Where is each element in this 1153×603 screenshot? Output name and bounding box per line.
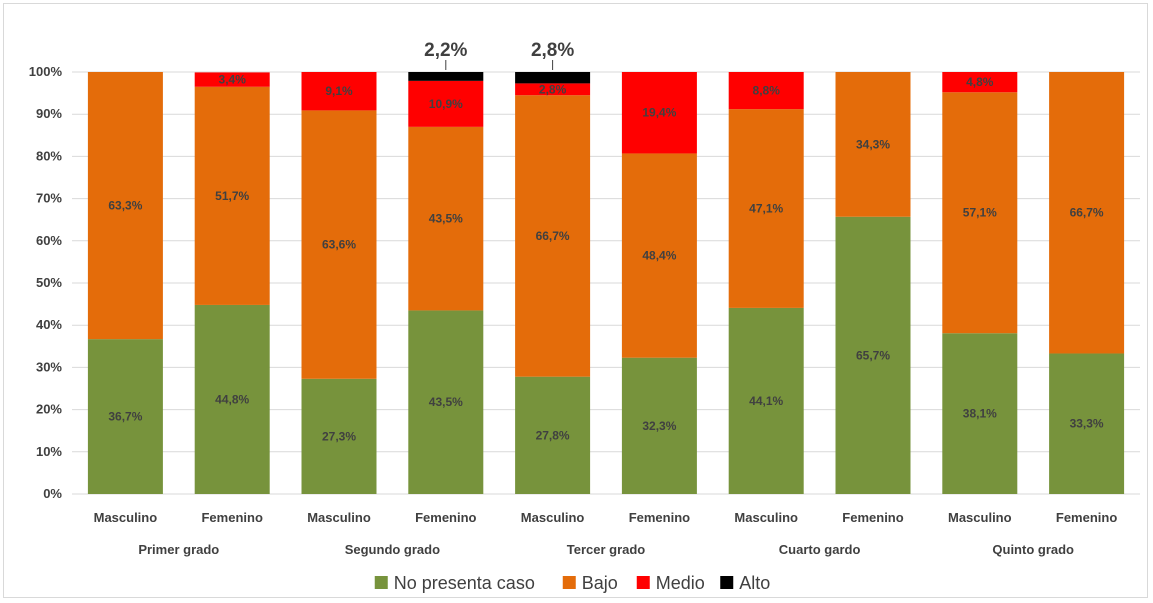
- y-tick-label: 0%: [43, 486, 62, 501]
- bar-segment: [1049, 72, 1125, 354]
- bar-segment: [87, 339, 163, 494]
- callout-label: 2,8%: [531, 40, 574, 61]
- y-tick-label: 30%: [36, 359, 62, 374]
- bar-segment: [301, 72, 377, 111]
- chart-frame: [3, 3, 1148, 598]
- data-label: 47,1%: [749, 202, 783, 216]
- x-category-label: Femenino: [415, 510, 476, 525]
- data-label: 63,6%: [322, 238, 356, 252]
- bar-segment: [621, 357, 697, 494]
- bar-segment: [408, 310, 484, 494]
- data-label: 48,4%: [642, 249, 676, 263]
- bar-segment: [621, 153, 697, 358]
- data-label: 33,3%: [1070, 417, 1104, 431]
- bar-segment: [728, 109, 804, 308]
- y-tick-label: 80%: [36, 148, 62, 163]
- legend-label: Medio: [656, 573, 705, 593]
- bar-segment: [942, 92, 1018, 334]
- bar-segment: [942, 72, 1018, 93]
- bar-segment: [515, 83, 591, 96]
- legend-label: No presenta caso: [394, 573, 535, 593]
- data-label: 27,3%: [322, 429, 356, 443]
- bar-segment: [301, 378, 377, 494]
- data-label: 8,8%: [753, 84, 781, 98]
- y-tick-label: 90%: [36, 106, 62, 121]
- bar-segment: [835, 72, 911, 217]
- x-group-label: Segundo grado: [345, 542, 440, 557]
- bar-segment: [408, 72, 484, 81]
- data-label: 57,1%: [963, 206, 997, 220]
- y-tick-label: 10%: [36, 444, 62, 459]
- data-label: 4,8%: [966, 75, 994, 89]
- bar-segment: [515, 72, 591, 84]
- data-label: 44,1%: [749, 394, 783, 408]
- x-category-label: Masculino: [521, 510, 585, 525]
- data-label: 66,7%: [536, 229, 570, 243]
- y-tick-label: 50%: [36, 275, 62, 290]
- data-label: 34,3%: [856, 137, 890, 151]
- bar-segment: [515, 95, 591, 377]
- data-label: 44,8%: [215, 392, 249, 406]
- bar-segment: [194, 304, 270, 494]
- callout-label: 2,2%: [424, 40, 467, 61]
- bar-segment: [728, 72, 804, 110]
- y-tick-label: 40%: [36, 317, 62, 332]
- data-label: 36,7%: [108, 410, 142, 424]
- x-category-label: Masculino: [734, 510, 798, 525]
- legend-swatch: [720, 576, 734, 589]
- bar-segment: [301, 110, 377, 379]
- data-label: 19,4%: [642, 106, 676, 120]
- y-tick-label: 100%: [29, 64, 63, 79]
- data-label: 3,4%: [219, 73, 247, 87]
- bar-segment: [835, 216, 911, 494]
- x-category-label: Femenino: [201, 510, 262, 525]
- bar-segment: [621, 72, 697, 154]
- data-label: 66,7%: [1070, 206, 1104, 220]
- bar-segment: [408, 80, 484, 127]
- data-label: 9,1%: [325, 84, 353, 98]
- data-label: 65,7%: [856, 348, 890, 362]
- x-category-label: Femenino: [629, 510, 690, 525]
- legend-swatch: [374, 576, 388, 589]
- x-category-label: Masculino: [307, 510, 371, 525]
- x-category-label: Masculino: [948, 510, 1012, 525]
- x-group-label: Quinto grado: [992, 542, 1074, 557]
- data-label: 43,5%: [429, 212, 463, 226]
- x-group-label: Tercer grado: [567, 542, 646, 557]
- bar-segment: [728, 307, 804, 494]
- x-group-label: Primer grado: [138, 542, 219, 557]
- data-label: 51,7%: [215, 189, 249, 203]
- legend-label: Bajo: [582, 573, 618, 593]
- data-label: 10,9%: [429, 97, 463, 111]
- bar-segment: [515, 376, 591, 494]
- bar-segment: [1049, 353, 1125, 494]
- data-label: 43,5%: [429, 395, 463, 409]
- bar-segment: [194, 72, 270, 87]
- x-category-label: Masculino: [94, 510, 158, 525]
- data-label: 27,8%: [536, 428, 570, 442]
- bar-segment: [942, 333, 1018, 494]
- y-tick-label: 70%: [36, 191, 62, 206]
- data-label: 38,1%: [963, 407, 997, 421]
- y-tick-label: 20%: [36, 402, 62, 417]
- bar-segment: [87, 72, 163, 340]
- x-group-label: Cuarto gardo: [779, 542, 861, 557]
- bar-segment: [408, 126, 484, 311]
- data-label: 63,3%: [108, 199, 142, 213]
- x-category-label: Femenino: [1056, 510, 1117, 525]
- legend-swatch: [562, 576, 576, 589]
- data-label: 32,3%: [642, 419, 676, 433]
- y-tick-label: 60%: [36, 233, 62, 248]
- data-label: 2,8%: [539, 82, 567, 96]
- legend-label: Alto: [739, 573, 770, 593]
- x-category-label: Femenino: [842, 510, 903, 525]
- bar-segment: [194, 86, 270, 305]
- legend-swatch: [636, 576, 650, 589]
